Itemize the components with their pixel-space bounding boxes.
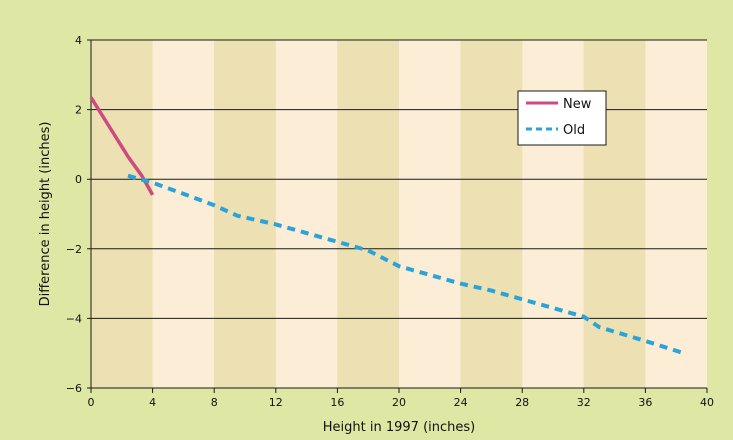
column-band [214,40,276,388]
column-bands [91,40,707,388]
legend-label-old: Old [563,123,585,138]
column-band [275,40,338,388]
column-band [460,40,523,388]
series-line-old [127,173,685,356]
x-tick-label: 0 [88,396,95,409]
legend-label-new: New [563,97,592,112]
y-tick-label: −4 [66,312,82,325]
y-tick-label: −2 [66,243,82,256]
x-tick-label: 20 [392,396,406,409]
y-tick-label: 0 [75,173,82,186]
y-tick-label: 4 [75,34,82,47]
series-lines [89,96,685,356]
column-band [91,40,153,388]
x-axis-title: Height in 1997 (inches) [323,420,475,435]
y-tick-label: 2 [75,104,82,117]
x-tick-label: 36 [638,396,652,409]
x-tick-label: 24 [454,396,468,409]
x-tick-label: 4 [149,396,156,409]
x-tick-label: 28 [515,396,529,409]
x-tick-label: 16 [330,396,344,409]
y-axis-title: Difference in height (inches) [38,122,53,307]
y-tick-label: −6 [66,382,82,395]
x-tick-label: 8 [211,396,218,409]
column-band [399,40,461,388]
x-tick-label: 32 [577,396,591,409]
x-tick-label: 40 [700,396,714,409]
column-band [337,40,399,388]
x-tick-label: 12 [269,396,283,409]
legend-box [517,90,607,146]
column-band [645,40,707,388]
legend: New Old [517,90,607,146]
column-band [152,40,215,388]
